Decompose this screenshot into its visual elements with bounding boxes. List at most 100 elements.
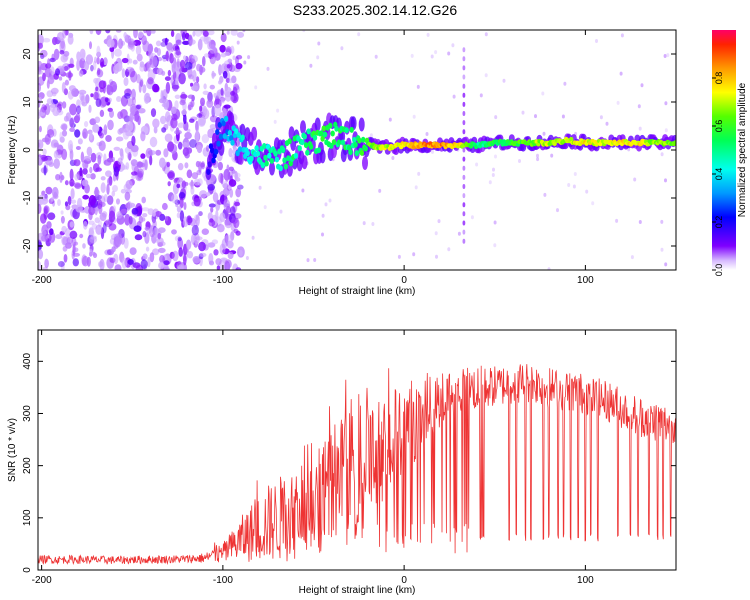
noise-speckle [615, 218, 619, 223]
noise-speckle [82, 255, 89, 267]
noise-speckle [162, 89, 168, 101]
ridge-core [329, 142, 334, 149]
noise-speckle [60, 38, 65, 49]
noise-speckle [64, 180, 69, 186]
ridge-core [255, 150, 261, 157]
x-tick-label: 100 [577, 275, 594, 286]
noise-speckle [63, 50, 70, 57]
ridge-core [361, 136, 366, 143]
snr-frame [37, 329, 677, 571]
ridge-core [328, 122, 333, 129]
noise-streak [462, 147, 466, 153]
ridge-core [213, 148, 219, 155]
noise-speckle [83, 61, 90, 71]
noise-speckle [88, 104, 92, 113]
ridge-core [229, 135, 234, 142]
noise-speckle [457, 231, 461, 236]
noise-speckle [178, 191, 186, 199]
noise-speckle [78, 70, 84, 77]
noise-speckle [493, 243, 497, 248]
noise-speckle [150, 108, 157, 118]
noise-speckle [43, 206, 49, 214]
noise-speckle [185, 239, 192, 250]
noise-speckle [41, 104, 46, 113]
noise-speckle [186, 169, 193, 179]
noise-speckle [189, 118, 195, 123]
noise-speckle [56, 109, 64, 116]
noise-speckle [191, 172, 199, 180]
noise-speckle [125, 162, 130, 170]
y-tick-label: -20 [22, 238, 33, 253]
ridge-core [235, 150, 240, 157]
noise-speckle [61, 130, 68, 137]
y-tick-label: 0 [22, 147, 33, 153]
noise-speckle [550, 153, 554, 158]
noise-speckle [89, 166, 93, 174]
noise-speckle [434, 231, 438, 236]
noise-speckle [88, 227, 94, 236]
noise-speckle [196, 144, 203, 154]
noise-speckle [209, 44, 216, 54]
noise-speckle [95, 30, 102, 36]
noise-speckle [42, 37, 51, 43]
noise-speckle [62, 236, 70, 246]
noise-speckle [97, 154, 102, 165]
ridge-core [673, 140, 676, 145]
noise-speckle [42, 266, 48, 270]
noise-speckle [108, 150, 114, 160]
ridge-core [227, 130, 233, 136]
noise-speckle [69, 117, 75, 128]
snr-x-label: Height of straight line (km) [299, 585, 416, 596]
noise-speckle [220, 173, 224, 185]
noise-speckle [52, 36, 58, 46]
ridge-core [302, 133, 307, 140]
noise-speckle [47, 212, 56, 220]
noise-speckle [220, 99, 225, 104]
noise-speckle [177, 122, 185, 128]
snr-line [38, 364, 676, 566]
noise-speckle [90, 93, 94, 98]
ridge-core [312, 134, 318, 141]
noise-speckle [224, 51, 231, 56]
noise-speckle [620, 33, 624, 38]
noise-speckle [53, 158, 60, 169]
colorbar-gradient [712, 30, 736, 270]
noise-speckle [73, 159, 81, 167]
noise-speckle [266, 66, 270, 71]
noise-speckle [72, 258, 80, 267]
noise-streak [462, 193, 466, 199]
ridge-core [319, 130, 324, 137]
noise-speckle [192, 30, 196, 37]
noise-speckle [161, 102, 169, 108]
noise-speckle [89, 236, 98, 243]
noise-speckle [660, 152, 664, 157]
noise-speckle [139, 63, 145, 72]
noise-speckle [133, 30, 138, 39]
noise-speckle [502, 78, 506, 83]
noise-speckle [94, 56, 97, 64]
noise-speckle [38, 125, 42, 133]
noise-speckle [491, 173, 495, 177]
noise-speckle [301, 188, 305, 193]
snr-x-axis: -200 -100 0 100 [32, 330, 594, 586]
noise-speckle [316, 55, 320, 60]
snr-y-label: SNR (10 * v/v) [7, 418, 18, 482]
ridge-core [221, 120, 226, 127]
noise-speckle [630, 255, 634, 260]
noise-speckle [247, 55, 251, 60]
noise-speckle [547, 267, 551, 270]
noise-speckle [155, 211, 162, 217]
noise-speckle [235, 230, 241, 236]
noise-speckle [664, 128, 668, 133]
noise-speckle [86, 146, 93, 157]
ridge-core [281, 147, 286, 153]
noise-speckle [585, 189, 589, 194]
noise-streak [462, 220, 466, 226]
noise-speckle [142, 213, 148, 218]
noise-speckle [187, 251, 194, 259]
noise-speckle [61, 101, 67, 109]
noise-speckle [82, 159, 89, 170]
noise-speckle [224, 234, 233, 244]
ridge-core [344, 127, 349, 134]
noise-speckle [98, 261, 104, 268]
